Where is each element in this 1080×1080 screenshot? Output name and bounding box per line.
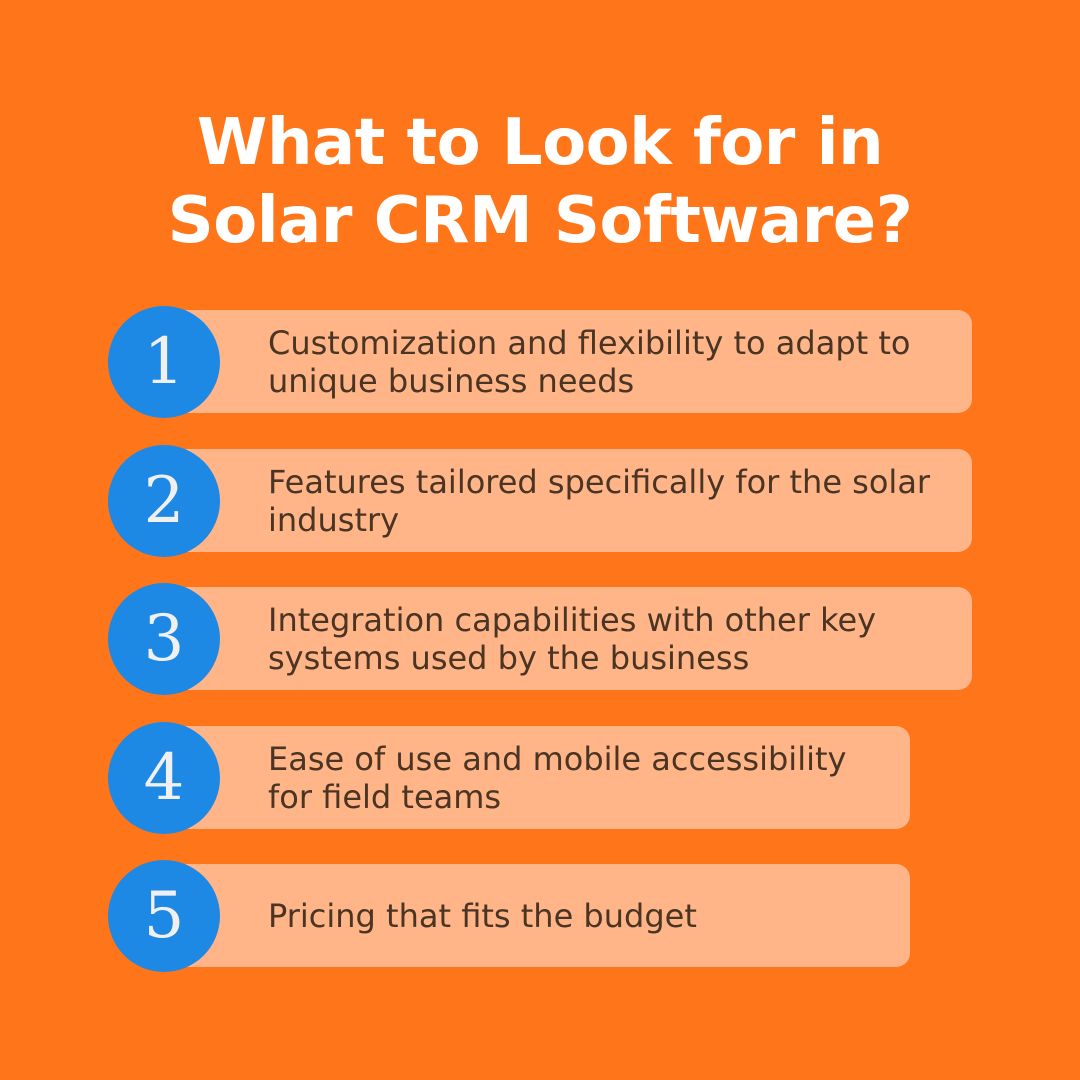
list-item: 5 Pricing that fits the budget [108,860,910,972]
list-item: 4 Ease of use and mobile accessibility f… [108,722,910,834]
list-item: 2 Features tailored specifically for the… [108,445,972,557]
list-item: 3 Integration capabilities with other ke… [108,583,972,695]
number-badge: 4 [108,722,220,834]
number-badge: 3 [108,583,220,695]
item-bar [164,864,910,967]
item-text: Integration capabilities with other key … [268,600,877,677]
number-badge: 1 [108,306,220,418]
list-item: 1 Customization and flexibility to adapt… [108,306,972,418]
number-badge: 5 [108,860,220,972]
item-bar [164,449,972,552]
item-text: Ease of use and mobile accessibility for… [268,739,847,816]
number-badge: 2 [108,445,220,557]
item-bar [164,310,972,413]
item-bar [164,726,910,829]
item-text: Pricing that fits the budget [268,896,697,935]
item-text: Customization and flexibility to adapt t… [268,323,911,400]
item-text: Features tailored specifically for the s… [268,462,931,539]
item-bar [164,587,972,690]
page-title: What to Look for in Solar CRM Software? [167,106,913,258]
